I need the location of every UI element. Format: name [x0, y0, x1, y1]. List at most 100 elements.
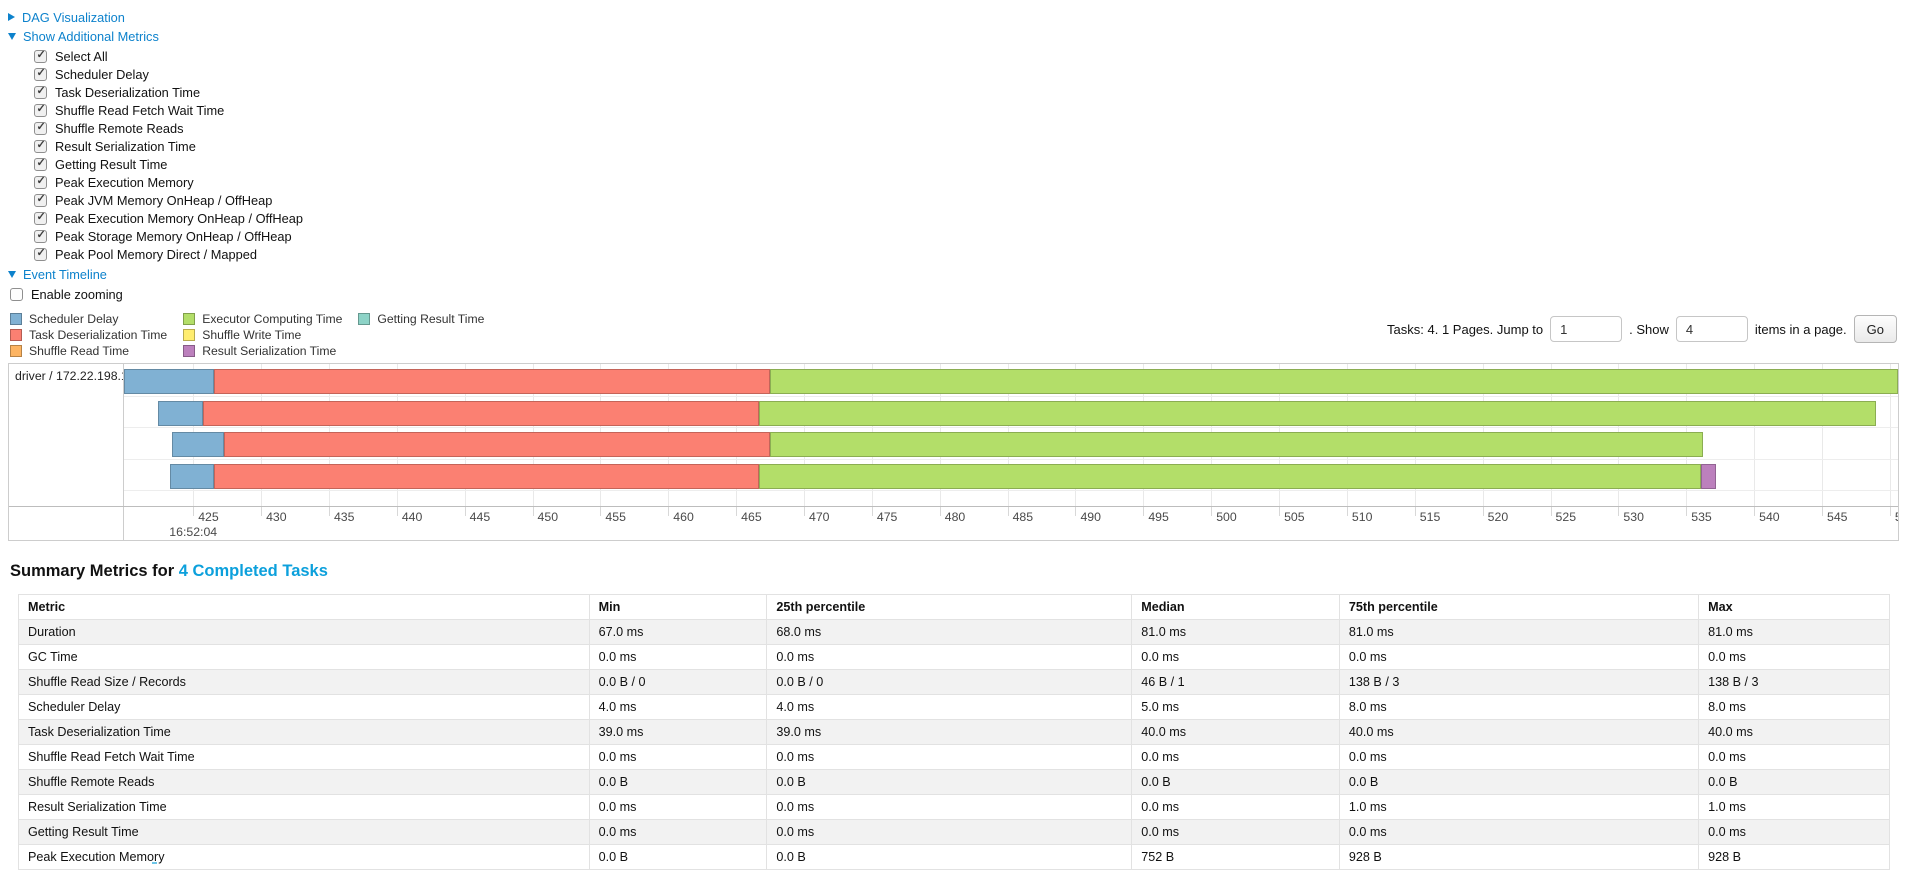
value-cell: 928 B	[1338, 844, 1700, 870]
value-cell: 67.0 ms	[588, 619, 768, 645]
checkbox-peak-pool-memory-direct-mapped[interactable]	[34, 246, 47, 261]
checkbox-label-peak-execution-memory: Peak Execution Memory	[55, 174, 194, 190]
cutoff-link-fragment	[152, 862, 157, 864]
value-cell: 81.0 ms	[1338, 619, 1700, 645]
value-cell: 752 B	[1131, 844, 1340, 870]
column-header-median: Median	[1131, 594, 1340, 620]
metric-checkbox-row: Shuffle Remote Reads	[34, 119, 1899, 137]
metric-cell: Task Deserialization Time	[18, 719, 590, 745]
checkbox-label-result-serialization-time: Result Serialization Time	[55, 138, 196, 154]
timeline-bar-segment-executor-computing-time[interactable]	[770, 369, 1898, 394]
axis-tick-mark	[193, 507, 195, 516]
enable-zooming-checkbox[interactable]	[10, 287, 23, 301]
legend-label: Result Serialization Time	[202, 344, 337, 358]
pagination-items-text: items in a page.	[1754, 321, 1847, 337]
value-cell: 138 B / 3	[1698, 669, 1890, 695]
metric-checkbox-row: Shuffle Read Fetch Wait Time	[34, 101, 1899, 119]
timeline-bar-segment-scheduler-delay[interactable]	[124, 369, 214, 394]
checkbox-peak-jvm-memory-onheap-offheap[interactable]	[34, 192, 47, 207]
table-body: Duration 67.0 ms 68.0 ms 81.0 ms 81.0 ms 81.0…	[18, 619, 1890, 870]
checkbox-scheduler-delay[interactable]	[34, 66, 47, 81]
checkbox-shuffle-remote-reads[interactable]	[34, 120, 47, 135]
metric-checkbox-row: Select All	[34, 47, 1899, 65]
legend-item-shuffle-read-time: Shuffle Read Time	[10, 343, 167, 359]
value-cell: 0.0 ms	[1338, 819, 1700, 845]
checkbox-task-deserialization-time[interactable]	[34, 84, 47, 99]
timeline-bar-segment-task-deserialization-time[interactable]	[224, 432, 771, 458]
axis-tick-mark	[396, 507, 398, 516]
chevron-down-icon	[8, 270, 16, 278]
legend-swatch-icon	[183, 313, 196, 325]
legend-label: Shuffle Read Time	[29, 344, 130, 358]
legend-swatch-icon	[10, 329, 22, 341]
timeline-bar-segment-task-deserialization-time[interactable]	[202, 400, 760, 426]
value-cell: 39.0 ms	[588, 719, 768, 745]
row-separator	[124, 458, 1898, 460]
metric-cell: Getting Result Time	[18, 819, 590, 845]
axis-tick-label: 495	[1148, 510, 1169, 524]
go-button[interactable]: Go	[1853, 315, 1897, 343]
legend-item-shuffle-write-time: Shuffle Write Time	[183, 327, 342, 343]
checkbox-shuffle-read-fetch-wait-time[interactable]	[34, 102, 47, 117]
jump-to-page-input[interactable]	[1550, 316, 1623, 342]
value-cell: 0.0 ms	[1698, 644, 1890, 670]
legend-swatch-icon	[183, 345, 196, 357]
table-row-task-deserialization-time: Task Deserialization Time 39.0 ms 39.0 ms 4…	[18, 719, 1890, 745]
value-cell: 0.0 ms	[1338, 644, 1700, 670]
axis-tick-mark	[1211, 507, 1213, 516]
summary-metrics-table: Metric Min 25th percentile Median 75th perce…	[18, 594, 1890, 870]
table-row-gc-time: GC Time 0.0 ms 0.0 ms 0.0 ms 0.0 ms 0.0 ms	[18, 644, 1890, 670]
checkbox-getting-result-time[interactable]	[34, 156, 47, 171]
event-timeline-chart: driver / 172.22.198.104 4254304354404454…	[8, 363, 1899, 541]
legend-label: Executor Computing Time	[202, 312, 343, 326]
legend-label: Task Deserialization Time	[29, 328, 168, 342]
checkbox-result-serialization-time[interactable]	[34, 138, 47, 153]
show-additional-metrics-toggle[interactable]: Show Additional Metrics	[8, 28, 1899, 44]
axis-tick-label: 505	[1284, 510, 1305, 524]
timeline-bar-segment-executor-computing-time[interactable]	[770, 432, 1703, 458]
legend-item-executor-computing-time: Executor Computing Time	[183, 311, 342, 327]
axis-tick-mark	[1889, 507, 1891, 516]
value-cell: 0.0 B	[588, 844, 768, 870]
value-cell: 0.0 ms	[588, 794, 768, 820]
dag-visualization-toggle[interactable]: DAG Visualization	[8, 9, 1899, 25]
completed-tasks-link[interactable]: 4 Completed Tasks	[178, 562, 328, 580]
value-cell: 0.0 ms	[1131, 644, 1340, 670]
axis-tick-mark	[1007, 507, 1009, 516]
value-cell: 40.0 ms	[1131, 719, 1340, 745]
metric-checkbox-row: Getting Result Time	[34, 155, 1899, 173]
event-timeline-toggle[interactable]: Event Timeline	[8, 266, 1899, 282]
timeline-legend: Scheduler Delay Task Deserialization Time…	[10, 311, 484, 359]
timeline-bar-segment-scheduler-delay[interactable]	[157, 400, 203, 426]
checkbox-peak-execution-memory[interactable]	[34, 174, 47, 189]
value-cell: 1.0 ms	[1698, 794, 1890, 820]
checkbox-peak-storage-memory-onheap-offheap[interactable]	[34, 228, 47, 243]
value-cell: 0.0 ms	[1698, 744, 1890, 770]
checkbox-label-getting-result-time: Getting Result Time	[55, 156, 168, 172]
axis-tick-label: 520	[1487, 510, 1509, 524]
axis-tick-label: 430	[266, 510, 287, 524]
timeline-bar-segment-executor-computing-time[interactable]	[759, 463, 1702, 489]
value-cell: 0.0 ms	[766, 644, 1133, 670]
checkbox-label-shuffle-remote-reads: Shuffle Remote Reads	[55, 120, 184, 136]
timeline-bar-segment-scheduler-delay[interactable]	[171, 432, 225, 458]
value-cell: 0.0 B / 0	[588, 669, 768, 695]
timeline-bar-segment-scheduler-delay[interactable]	[170, 463, 214, 489]
pagination-tasks-text: Tasks: 4. 1 Pages. Jump to	[1387, 321, 1544, 337]
table-row-peak-execution-memory: Peak Execution Memory 0.0 B 0.0 B 752 B 928 …	[18, 844, 1890, 870]
pagination-show-text: . Show	[1629, 321, 1669, 337]
axis-tick-label: 525	[1555, 510, 1577, 524]
value-cell: 0.0 ms	[766, 819, 1133, 845]
checkbox-peak-execution-memory-onheap-offheap[interactable]	[34, 210, 47, 225]
timeline-bar-segment-executor-computing-time[interactable]	[759, 400, 1877, 426]
value-cell: 81.0 ms	[1698, 619, 1890, 645]
metric-cell: Shuffle Read Fetch Wait Time	[18, 744, 590, 770]
timeline-bar-segment-result-serialization-time[interactable]	[1701, 463, 1717, 489]
checkbox-label-shuffle-read-fetch-wait-time: Shuffle Read Fetch Wait Time	[55, 102, 225, 118]
checkbox-label-peak-pool-memory-direct-mapped: Peak Pool Memory Direct / Mapped	[55, 246, 257, 262]
items-per-page-input[interactable]	[1675, 316, 1748, 342]
checkbox-select-all[interactable]	[34, 48, 47, 63]
checkbox-label-select-all: Select All	[55, 48, 108, 64]
timeline-bar-segment-task-deserialization-time[interactable]	[213, 369, 771, 394]
timeline-bar-segment-task-deserialization-time[interactable]	[213, 463, 760, 489]
